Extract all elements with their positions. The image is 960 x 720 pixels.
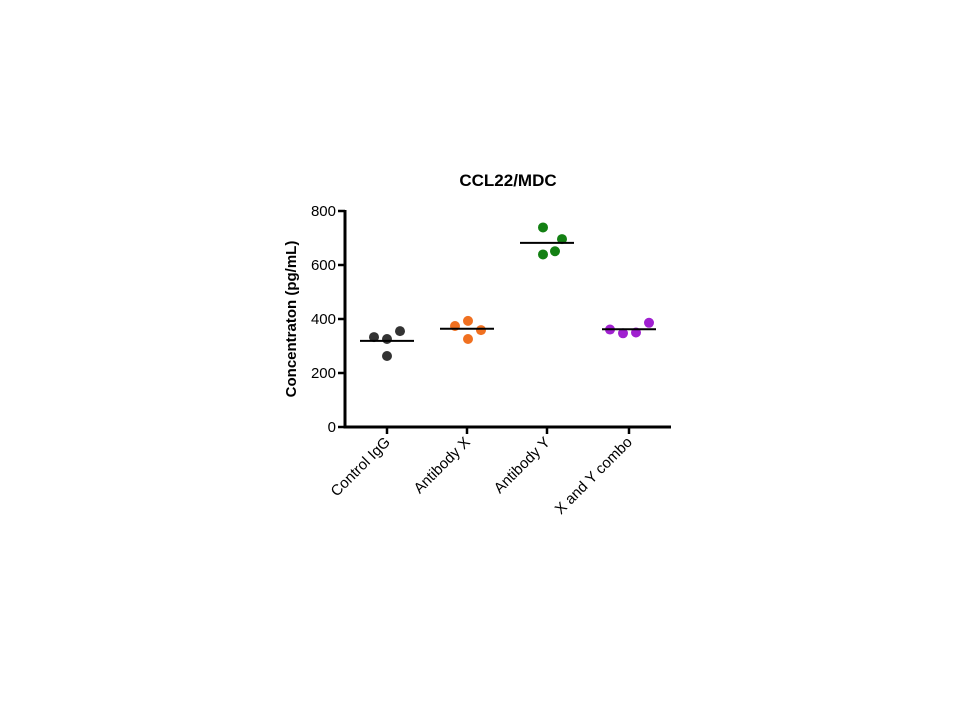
x-tick-label: X and Y combo <box>552 434 636 518</box>
data-point <box>538 222 548 233</box>
y-tick-label: 200 <box>311 365 336 382</box>
data-point <box>618 328 628 339</box>
data-point <box>463 315 473 326</box>
chart-title: CCL22/MDC <box>459 171 556 190</box>
y-tick-label: 0 <box>328 419 336 436</box>
x-tick-label: Antibody X <box>411 434 474 497</box>
data-point <box>476 325 486 336</box>
data-point <box>538 249 548 260</box>
data-point <box>382 350 392 361</box>
data-point <box>382 333 392 344</box>
y-tick-label: 800 <box>311 203 336 220</box>
y-tick-label: 600 <box>311 257 336 274</box>
series-control-igg <box>360 326 414 361</box>
y-tick-label: 400 <box>311 311 336 328</box>
data-point <box>557 234 567 245</box>
data-point <box>463 333 473 344</box>
x-tick-label: Control IgG <box>328 434 394 500</box>
data-point <box>644 317 654 328</box>
data-point <box>395 326 405 337</box>
series-antibody-y <box>520 222 574 260</box>
x-tick-label: Antibody Y <box>491 434 554 497</box>
series-x-and-y-combo <box>602 317 656 339</box>
data-point <box>369 332 379 343</box>
series-antibody-x <box>440 315 494 344</box>
y-axis-label: Concentraton (pg/mL) <box>283 241 300 398</box>
data-point <box>550 246 560 257</box>
